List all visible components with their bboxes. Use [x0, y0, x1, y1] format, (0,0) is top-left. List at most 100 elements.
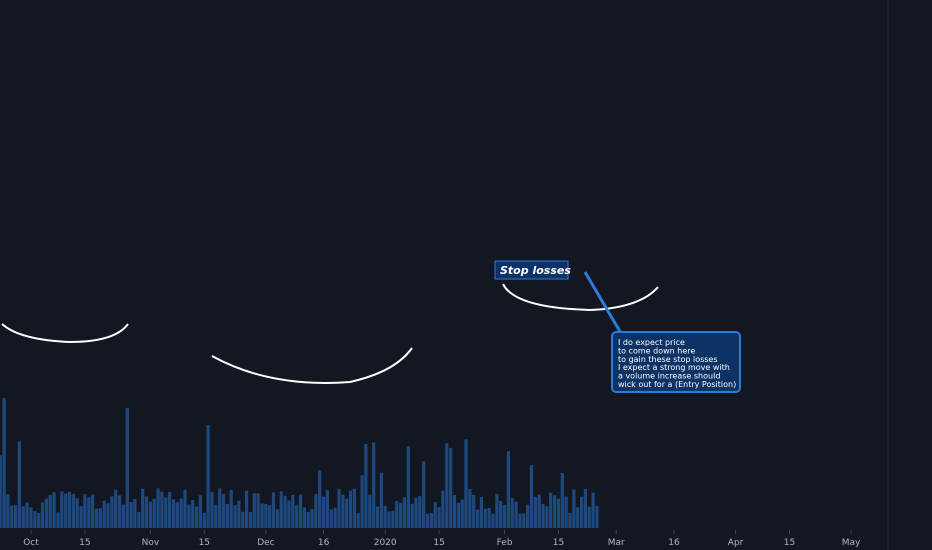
volume-bar [118, 495, 122, 528]
volume-bar [541, 504, 545, 528]
volume-bar [487, 508, 491, 528]
volume-bar [2, 398, 6, 528]
volume-bar [510, 498, 514, 528]
volume-bar [375, 506, 380, 528]
note-line: a volume increase should [618, 372, 720, 381]
volume-bar [437, 507, 441, 528]
volume-bar [245, 490, 249, 528]
volume-bar [422, 461, 426, 528]
volume-bar [468, 489, 472, 528]
volume-bar [310, 509, 314, 528]
volume-bar [129, 502, 133, 528]
note-line: to gain these stop losses [618, 355, 718, 364]
volume-bar [595, 506, 599, 528]
note-line: to come down here [618, 346, 695, 355]
volume-bar [414, 497, 418, 528]
volume-bar [372, 442, 376, 528]
volume-bar [210, 492, 214, 528]
volume-bar [56, 512, 60, 528]
volume-bar [564, 496, 568, 528]
volume-bar [452, 494, 457, 528]
volume-bar [160, 491, 164, 528]
volume-bar [576, 507, 580, 528]
x-tick-label: 15 [784, 538, 795, 548]
volume-bar [483, 508, 487, 528]
volume-bar [402, 497, 406, 528]
volume-bar [383, 505, 387, 528]
volume-bar [237, 500, 241, 528]
volume-bar [214, 504, 218, 528]
volume-bar [121, 504, 125, 528]
volume-bar [337, 488, 341, 528]
time-axis[interactable]: Oct 15 Nov 15 Dec 16 2020 15 Feb 15 Mar 16 Apr 15 May [23, 530, 861, 548]
x-tick-label: Feb [497, 538, 513, 548]
volume-bar [125, 408, 129, 528]
volume-bar [379, 472, 383, 528]
volume-bar [345, 498, 349, 528]
volume-bar [21, 506, 25, 528]
volume-bar [148, 501, 152, 528]
volume-bar [283, 495, 287, 528]
stop-label-box [494, 260, 569, 280]
volume-bar [64, 493, 68, 528]
support-curve [1, 323, 129, 344]
volume-bar [75, 498, 79, 528]
volume-bar [141, 488, 145, 528]
volume-bar [10, 505, 14, 528]
volume-bar [110, 496, 114, 528]
volume-bar [545, 506, 549, 528]
volume-bar [302, 507, 306, 528]
volume-bar [102, 500, 106, 528]
support-curve [502, 283, 659, 312]
note-line: I do expect price [618, 338, 685, 347]
volume-bar [445, 443, 449, 528]
volume-bar [433, 502, 437, 528]
volume-bar [306, 512, 310, 528]
volume-bar [25, 502, 29, 528]
volume-bar [352, 488, 356, 528]
volume-bar [514, 501, 518, 528]
volume-bar [187, 504, 191, 528]
volume-bar [476, 509, 480, 528]
x-tick-label: 15 [199, 538, 210, 548]
volume-bar [206, 425, 210, 528]
volume-bar [360, 475, 364, 528]
volume-bar [133, 499, 137, 528]
x-tick-label: May [842, 538, 861, 548]
volume-bar [526, 504, 530, 528]
stop-label: Stop losses [500, 264, 571, 277]
volume-bar [137, 512, 141, 528]
volume-bar [87, 497, 91, 528]
volume-bar [456, 502, 460, 528]
volume-bar [368, 494, 372, 528]
volume-bar [549, 492, 553, 528]
volume-bar [583, 489, 587, 528]
volume-bar [572, 489, 576, 528]
volume-bar [341, 494, 345, 528]
volume-bar [260, 503, 264, 528]
volume-bar [387, 511, 391, 528]
volume-bar [464, 439, 468, 528]
volume-bar [333, 507, 337, 528]
volume-bar [171, 499, 176, 528]
volume-bar [395, 501, 399, 528]
x-tick-label: 15 [79, 538, 90, 548]
volume-bar [479, 496, 483, 528]
volume-bar [44, 498, 48, 528]
volume-bar [152, 498, 156, 528]
volume-bar [298, 494, 303, 528]
x-tick-label: Mar [608, 538, 625, 548]
volume-bar [17, 441, 21, 528]
volume-bar [279, 491, 283, 528]
volume-bar [348, 490, 353, 528]
volume-bar [179, 498, 183, 528]
volume-bar [191, 499, 195, 528]
volume-bar [168, 491, 172, 528]
volume-bar [418, 496, 422, 528]
volume-bar [556, 498, 561, 528]
volume-bar [256, 493, 260, 528]
support-curve [211, 347, 413, 384]
volume-bar [391, 510, 395, 528]
